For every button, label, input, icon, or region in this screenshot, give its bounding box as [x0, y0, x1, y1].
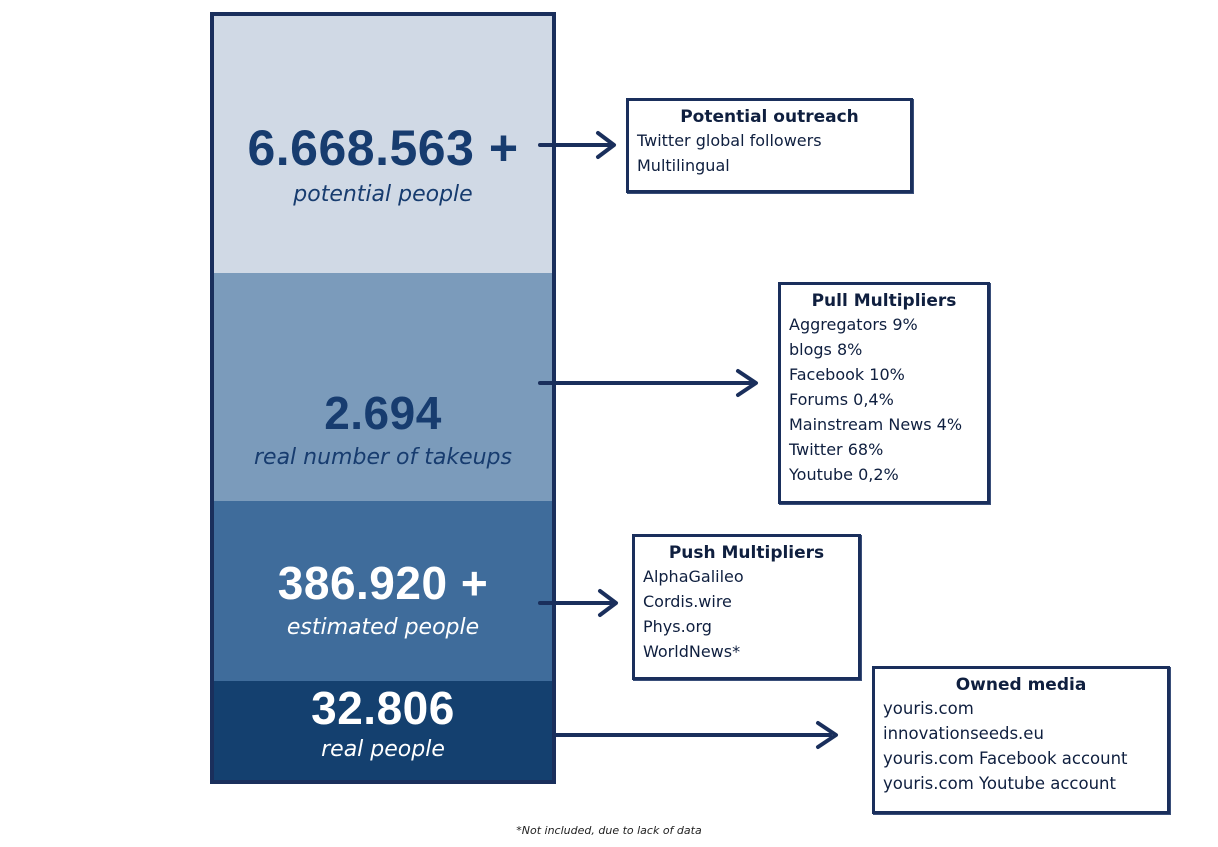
list-item: Twitter global followers: [637, 131, 822, 150]
arrow-to-push-multipliers-icon: [538, 589, 618, 617]
box-title: Push Multipliers: [668, 543, 825, 563]
list-item: youris.com Facebook account: [883, 749, 1128, 768]
box-title: Potential outreach: [680, 107, 859, 127]
list-item: Youtube 0,2%: [789, 465, 899, 484]
list-item: youris.com: [883, 699, 974, 718]
funnel-column: 6.668.563 + potential people 2.694 real …: [210, 12, 556, 784]
list-item: WorldNews*: [643, 642, 741, 661]
list-item: Cordis.wire: [643, 592, 732, 611]
arrow-to-owned-media-icon: [552, 721, 838, 749]
box-title: Pull Multipliers: [811, 291, 957, 311]
segment-caption: real number of takeups: [254, 445, 512, 470]
list-item: Facebook 10%: [789, 365, 905, 384]
push-multipliers-box: Push Multipliers AlphaGalileo Cordis.wir…: [632, 534, 861, 680]
list-item: Forums 0,4%: [789, 390, 894, 409]
segment-value: 2.694: [324, 387, 442, 439]
box-title: Owned media: [955, 675, 1087, 695]
potential-outreach-box: Potential outreach Twitter global follow…: [626, 98, 913, 193]
box-list: Aggregators 9% blogs 8% Facebook 10% For…: [781, 312, 987, 487]
segment-real-people: 32.806 real people: [214, 681, 552, 780]
owned-media-box: Owned media youris.com innovationseeds.e…: [872, 666, 1170, 814]
footnote: *Not included, due to lack of data: [516, 824, 702, 837]
arrow-to-pull-multipliers-icon: [538, 369, 758, 397]
segment-value: 386.920 +: [277, 557, 489, 609]
segment-caption: real people: [321, 737, 445, 762]
list-item: AlphaGalileo: [643, 567, 744, 586]
list-item: Multilingual: [637, 156, 730, 175]
segment-estimated-people: 386.920 + estimated people: [214, 501, 552, 681]
list-item: innovationseeds.eu: [883, 724, 1044, 743]
list-item: youris.com Youtube account: [883, 774, 1116, 793]
box-list: AlphaGalileo Cordis.wire Phys.org WorldN…: [635, 564, 858, 664]
list-item: Phys.org: [643, 617, 712, 636]
box-list: Twitter global followers Multilingual: [629, 128, 910, 178]
pull-multipliers-box: Pull Multipliers Aggregators 9% blogs 8%…: [778, 282, 990, 504]
arrow-to-potential-outreach-icon: [538, 131, 616, 159]
segment-caption: estimated people: [286, 615, 480, 640]
segment-potential-people: 6.668.563 + potential people: [214, 16, 552, 273]
segment-value: 32.806: [311, 682, 455, 734]
list-item: Twitter 68%: [789, 440, 884, 459]
segment-caption: potential people: [293, 182, 473, 207]
segment-value: 6.668.563 +: [247, 120, 519, 176]
segment-takeups: 2.694 real number of takeups: [214, 273, 552, 501]
list-item: Aggregators 9%: [789, 315, 918, 334]
list-item: blogs 8%: [789, 340, 863, 359]
list-item: Mainstream News 4%: [789, 415, 963, 434]
box-list: youris.com innovationseeds.eu youris.com…: [875, 696, 1167, 796]
